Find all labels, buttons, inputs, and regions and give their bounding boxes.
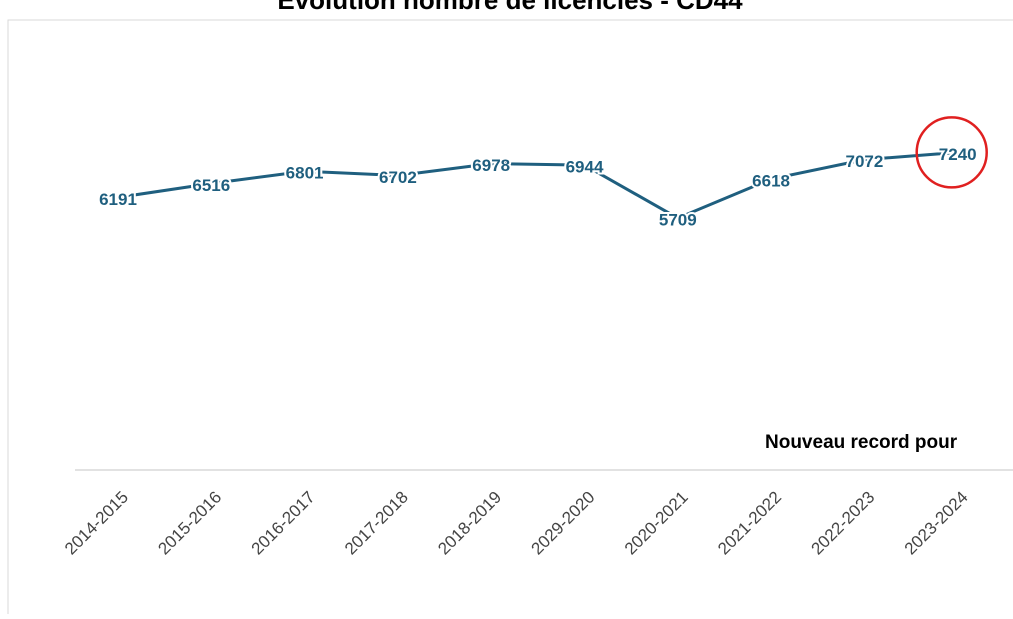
x-tick-label: 2021-2022	[714, 488, 785, 559]
highlight-circle	[915, 116, 988, 189]
data-label: 6618	[752, 172, 790, 191]
x-tick-label: 2022-2023	[807, 488, 878, 559]
data-label: 6191	[99, 190, 137, 209]
x-tick-label: 2017-2018	[341, 488, 412, 559]
x-tick-label: 2014-2015	[61, 488, 132, 559]
x-tick-label: 2023-2024	[901, 488, 972, 559]
data-label: 6944	[566, 158, 604, 177]
x-tick-label: 2029-2020	[528, 488, 599, 559]
data-label: 7240	[939, 145, 977, 164]
data-label: 5709	[659, 211, 697, 230]
data-label: 6978	[472, 156, 510, 175]
data-label: 6516	[192, 176, 230, 195]
chart-title: Evolution nombre de licenciés - CD44	[277, 0, 743, 15]
x-tick-label: 2018-2019	[434, 488, 505, 559]
data-label: 6801	[286, 164, 324, 183]
line	[117, 150, 958, 220]
data-label: 7072	[845, 152, 883, 171]
plot-border	[7, 19, 1013, 619]
x-tick-label: 2016-2017	[248, 488, 319, 559]
x-tick-label: 2015-2016	[154, 488, 225, 559]
data-label: 6702	[379, 168, 417, 187]
x-tick-label: 2020-2021	[621, 488, 692, 559]
annotation: Nouveau record pour	[765, 432, 958, 453]
